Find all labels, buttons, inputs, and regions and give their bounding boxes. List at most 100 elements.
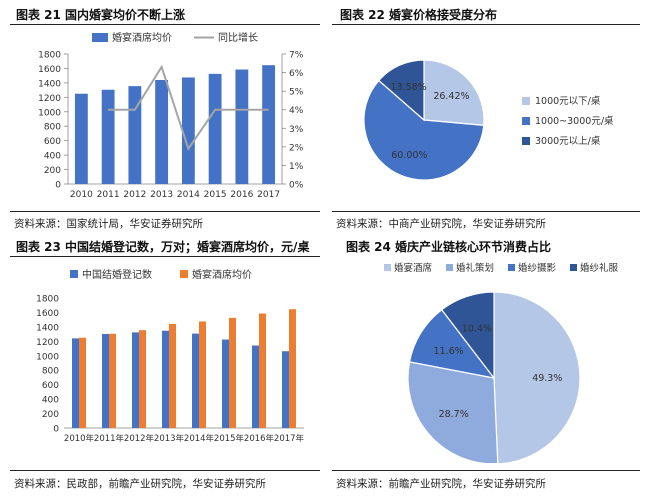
- source-rule: [10, 211, 320, 212]
- bar-banquet-price: [289, 309, 296, 428]
- chart-22-title: 图表 22 婚宴价格接受度分布: [340, 8, 498, 22]
- pie24-slice: [408, 308, 496, 379]
- y2-tick-label: 4%: [289, 106, 304, 116]
- bar-price: [181, 77, 195, 184]
- y-tick-label: 800: [42, 367, 59, 377]
- pie24-legend-swatch: [570, 264, 577, 271]
- chart-22: 26.42% 60.00% 13.58% 1000元以下/桌 1000~3000元/桌 3…: [363, 59, 614, 181]
- chart-21-title: 图表 21 国内婚宴均价不断上涨: [16, 8, 186, 22]
- y2-tick-label: 1%: [289, 162, 304, 172]
- y-tick-label: 200: [44, 166, 61, 176]
- x-tick-label: 2010: [70, 190, 93, 200]
- bar-banquet-price: [79, 337, 86, 428]
- x-tick-label: 2013: [150, 190, 173, 200]
- chart-21-source: 资料来源：国家统计局，华安证券研究所: [14, 218, 203, 230]
- pie24-legend-swatch: [384, 264, 391, 271]
- pie24-legend-swatch: [508, 264, 515, 271]
- y-tick-label: 1600: [36, 309, 59, 319]
- pie24-data-label: 49.3%: [532, 373, 562, 384]
- x-tick-label: 2017年: [274, 433, 305, 444]
- x-tick-label: 2015: [204, 190, 227, 200]
- y-tick-label: 0: [53, 425, 59, 435]
- x-tick-label: 2012: [123, 190, 146, 200]
- pie22-legend-swatch: [522, 97, 530, 105]
- x-tick-label: 2012年: [124, 433, 155, 444]
- y2-tick-label: 6%: [289, 69, 304, 79]
- y2-tick-label: 5%: [289, 88, 304, 98]
- y-tick-label: 1000: [36, 352, 59, 362]
- y-tick-label: 800: [44, 123, 61, 133]
- chart-21: 0 200 400 600 800 1000 1200 1400 1600 1800 0% 1% 2% 3…: [38, 31, 304, 200]
- pie22-legend-swatch: [522, 117, 530, 125]
- y2-tick-label: 3%: [289, 125, 304, 135]
- pie22-slice: [363, 79, 485, 181]
- y-tick-label: 1800: [38, 51, 61, 61]
- chart-24-source: 资料来源：前瞻产业研究院，华安证券研究所: [336, 478, 546, 490]
- pie24-slice: [440, 291, 495, 380]
- pie22-data-label: 13.58%: [390, 82, 426, 93]
- y-tick-label: 0: [55, 181, 61, 191]
- chart-24-title: 图表 24 婚庆产业链核心环节消费占比: [346, 240, 552, 254]
- pie22-data-label: 26.42%: [433, 91, 469, 102]
- y-tick-label: 1600: [38, 65, 61, 75]
- bar-price: [155, 80, 169, 184]
- pie24-slice: [407, 361, 499, 463]
- y-tick-label: 1400: [38, 79, 61, 89]
- bar-banquet-price: [259, 313, 266, 428]
- source-rule: [332, 211, 640, 212]
- y2-tick-label: 7%: [289, 51, 304, 61]
- bar-registrations: [102, 333, 109, 428]
- title-rule: [332, 24, 640, 25]
- chart-23-title: 图表 23 中国结婚登记数，万对；婚宴酒席均价，元/桌: [16, 240, 310, 254]
- x-tick-label: 2016: [230, 190, 253, 200]
- title-rule: [10, 256, 320, 257]
- bar-banquet-price: [199, 321, 206, 428]
- bar-price: [208, 73, 222, 184]
- chart-23-source: 资料来源：民政部，前瞻产业研究院，华安证券研究所: [14, 478, 266, 490]
- legend-label-growth: 同比增长: [218, 31, 258, 44]
- bar-registrations: [162, 330, 169, 428]
- bar-price: [235, 69, 249, 184]
- legend-swatch-price: [92, 33, 108, 42]
- pie24-data-label: 28.7%: [439, 409, 469, 420]
- source-rule: [332, 470, 640, 471]
- bar-registrations: [252, 345, 259, 428]
- y-tick-label: 600: [44, 137, 61, 147]
- pie24-legend-label: 婚纱摄影: [518, 262, 557, 274]
- y-tick-label: 1200: [38, 94, 61, 104]
- x-tick-label: 2013年: [154, 433, 185, 444]
- bar-price: [74, 93, 88, 184]
- pie22-slice: [377, 59, 425, 122]
- y-tick-label: 600: [42, 381, 59, 391]
- legend-swatch-registrations: [70, 270, 78, 278]
- bar-registrations: [222, 339, 229, 428]
- pie24-data-label: 10.4%: [462, 324, 492, 335]
- y2-tick-label: 2%: [289, 143, 304, 153]
- pie24-data-label: 11.6%: [434, 346, 464, 357]
- x-tick-label: 2010年: [64, 433, 95, 444]
- x-tick-label: 2017: [257, 190, 280, 200]
- bar-price: [262, 65, 276, 184]
- pie24-legend-label: 婚礼策划: [456, 262, 494, 274]
- bar-banquet-price: [139, 330, 146, 428]
- chart-22-source: 资料来源：中商产业研究院，华安证券研究所: [336, 218, 546, 230]
- bar-registrations: [132, 332, 139, 428]
- y-tick-label: 200: [42, 410, 59, 420]
- legend-swatch-banquet-price: [180, 270, 188, 278]
- x-tick-label: 2014: [177, 190, 200, 200]
- x-tick-label: 2011: [97, 190, 120, 200]
- y-tick-label: 1400: [36, 323, 59, 333]
- bar-registrations: [282, 351, 289, 428]
- y-tick-label: 1800: [36, 295, 59, 305]
- bar-registrations: [72, 338, 79, 428]
- y-tick-label: 1000: [38, 108, 61, 118]
- bar-banquet-price: [109, 333, 116, 428]
- pie22-slice: [423, 59, 485, 126]
- source-rule: [10, 470, 320, 471]
- pie22-legend-swatch: [522, 137, 530, 145]
- title-rule: [10, 24, 320, 25]
- pie24-legend-label: 婚纱礼服: [580, 262, 619, 274]
- legend-label-registrations: 中国结婚登记数: [82, 268, 152, 281]
- x-tick-label: 2015年: [214, 433, 245, 444]
